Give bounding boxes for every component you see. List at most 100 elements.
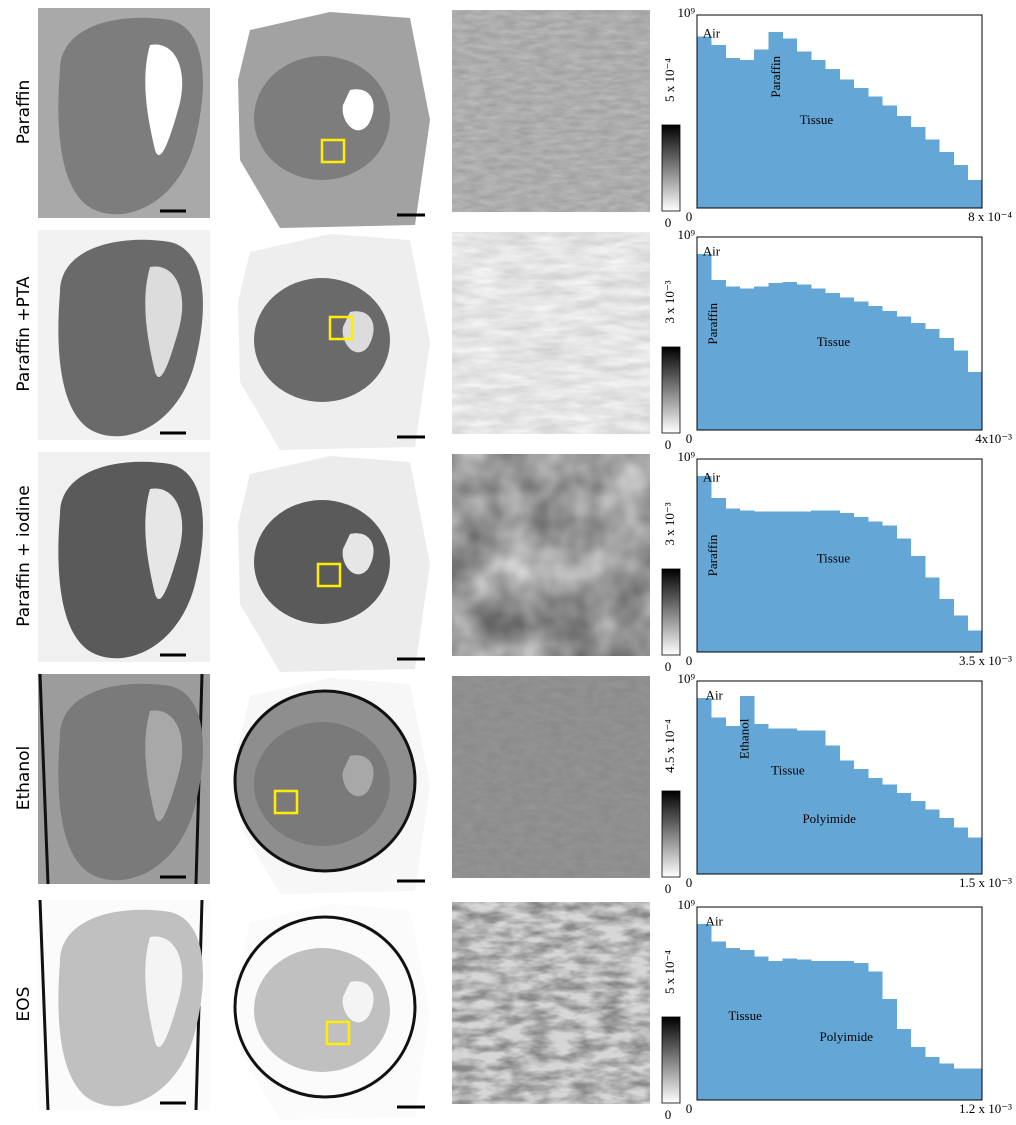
annotation: Polyimide [802,811,856,826]
histogram-bar [954,616,969,652]
y-tick-label: 10⁹ [677,5,695,20]
colorbar [662,1017,680,1103]
histogram-bar [882,106,897,208]
zoom-texture [452,232,650,434]
histogram-bar [740,60,755,208]
histogram-bar [825,510,840,652]
histogram-bar [868,96,883,208]
histogram-bar [825,69,840,208]
row-label: Paraffin +PTA [14,276,34,391]
short-axis-image [238,456,430,672]
histogram-bar [726,948,741,1100]
histogram-bar [911,801,926,874]
histogram-bar [754,956,769,1100]
long-axis-image [38,230,210,440]
histogram-bar [711,45,726,208]
colorbar-max-label: 5 x 10⁻⁴ [662,58,677,102]
x-tick-label: 4x10⁻³ [975,431,1012,446]
annotation: Paraffin [768,55,783,97]
colorbar-max-label: 3 x 10⁻³ [662,502,677,545]
histogram-bar [840,513,855,652]
zoom-image [452,10,650,212]
histogram-bar [854,769,869,874]
histogram-bar [840,79,855,208]
histogram-bar [968,372,983,430]
annotation: Air [706,913,724,928]
annotation: Ethanol [736,718,751,759]
colorbar [662,791,680,877]
histogram-bar [882,525,897,652]
row-label: EOS [14,987,34,1022]
histogram-bar [897,316,912,430]
zoom-image [452,676,650,878]
histogram-bar [754,724,769,874]
colorbar-min-label: 0 [665,437,672,452]
annotation: Tissue [817,550,851,565]
histogram-bar [968,1068,983,1100]
zoom-texture [452,10,650,212]
histogram-bar [726,508,741,652]
histogram-bar [697,924,712,1100]
histogram-bar [954,351,969,430]
y-tick-label: 10⁹ [677,897,695,912]
short-axis-image [235,678,430,894]
y-tick-label: 10⁹ [677,227,695,242]
panel-row: Paraffin + iodine3 x 10⁻³010⁹03.5 x 10⁻³… [14,449,1012,674]
annotation: Paraffin [705,303,720,345]
body: Paraffin5 x 10⁻⁴010⁹08 x 10⁻⁴AirParaffin… [0,0,1016,1125]
histogram-bar [726,58,741,208]
histogram-bar [868,778,883,874]
histogram-bar [925,810,940,874]
histogram-bar [825,745,840,874]
histogram-bar [882,784,897,874]
histogram-bar [797,51,812,208]
annotation: Air [703,243,721,258]
histogram-bar [740,288,755,430]
x-tick-label: 8 x 10⁻⁴ [968,209,1012,224]
zoom-image [452,454,650,656]
histogram-bar [783,39,798,208]
colorbar [662,347,680,433]
colorbar-max-label: 3 x 10⁻³ [662,280,677,323]
histogram-bar [911,323,926,430]
long-axis-image [38,8,210,218]
x-tick-label: 0 [686,431,693,446]
annotation: Tissue [817,334,851,349]
annotation: Paraffin [705,534,720,576]
colorbar-max-label: 5 x 10⁻⁴ [662,950,677,994]
histogram-bar [697,36,712,208]
long-axis-image [38,900,210,1110]
histogram-bar [726,286,741,430]
x-tick-label: 3.5 x 10⁻³ [959,653,1012,668]
histogram-bar [768,512,783,652]
annotation: Tissue [771,763,805,778]
histogram: 10⁹ 0 4x10⁻³ Air Paraffin Tissue [677,227,1012,446]
histogram-bar [711,941,726,1100]
histogram-bar [968,180,983,208]
histogram-bar [939,599,954,652]
colorbar-max-label: 4.5 x 10⁻⁴ [662,719,677,773]
histogram-bar [740,950,755,1100]
zoom-texture [452,902,650,1104]
histogram-bar [783,958,798,1100]
zoom-image [452,902,650,1104]
colorbar [662,569,680,655]
colorbar-min-label: 0 [665,881,672,896]
histogram-bar [811,288,826,430]
histogram-bar [783,729,798,874]
annotation: Polyimide [820,1029,874,1044]
y-tick-label: 10⁹ [677,671,695,686]
histogram-bar [939,1064,954,1100]
histogram-bar [854,88,869,208]
histogram-bar [811,730,826,874]
histogram-bar [697,698,712,874]
x-tick-label: 0 [686,875,693,890]
annotation: Air [703,469,721,484]
long-axis-image [38,452,210,662]
page: Figure {"chart_data": [ {"type": "histog… [0,0,1016,1125]
colorbar-min-label: 0 [665,1107,672,1122]
histogram-bar [968,838,983,874]
